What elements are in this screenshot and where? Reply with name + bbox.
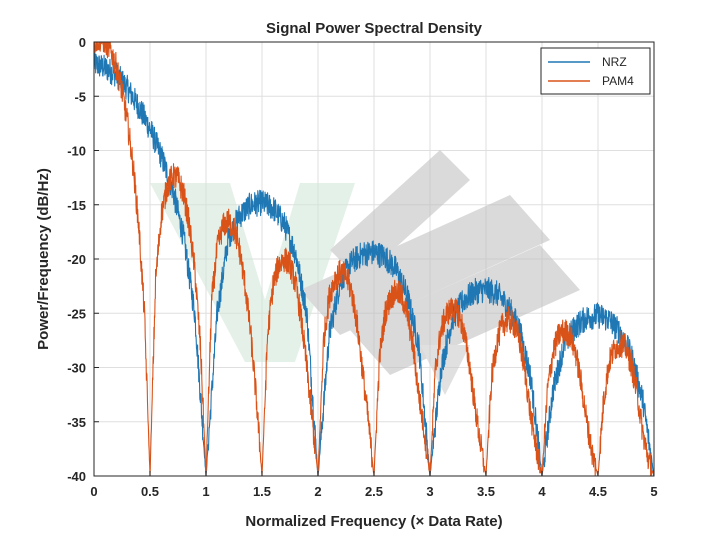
x-tick-label: 0 <box>90 484 97 499</box>
legend-label-nrz: NRZ <box>602 55 627 69</box>
x-tick-label: 3.5 <box>477 484 495 499</box>
y-tick-label: 0 <box>79 35 86 50</box>
legend-label-pam4: PAM4 <box>602 74 634 88</box>
y-tick-label: -15 <box>67 198 86 213</box>
x-axis-label: Normalized Frequency (× Data Rate) <box>245 513 502 530</box>
x-tick-label: 1.5 <box>253 484 271 499</box>
legend-box <box>540 47 651 95</box>
y-tick-label: -5 <box>74 89 86 104</box>
y-tick-labels: 0 -5 -10 -15 -20 -25 -30 -35 -40 <box>67 35 99 484</box>
legend: NRZ PAM4 <box>540 47 651 95</box>
watermark-logo <box>150 150 580 395</box>
series-nrz <box>93 50 655 477</box>
x-tick-label: 4 <box>538 484 546 499</box>
y-tick-label: -20 <box>67 252 86 267</box>
x-tick-label: 5 <box>650 484 657 499</box>
x-tick-label: 2 <box>314 484 321 499</box>
x-tick-label: 2.5 <box>365 484 383 499</box>
chart-title: Signal Power Spectral Density <box>266 20 483 37</box>
x-tick-label: 4.5 <box>589 484 607 499</box>
y-axis-label: Power/Frequency (dB/Hz) <box>35 168 52 350</box>
y-tick-label: -35 <box>67 415 86 430</box>
y-tick-label: -10 <box>67 144 86 159</box>
x-tick-label: 1 <box>202 484 209 499</box>
y-tick-label: -30 <box>67 361 86 376</box>
x-tick-label: 0.5 <box>141 484 159 499</box>
series-line-nrz <box>93 50 655 477</box>
y-tick-label: -40 <box>67 469 86 484</box>
x-tick-label: 3 <box>426 484 433 499</box>
x-tick-labels: 0 0.5 1 1.5 2 2.5 3 3.5 4 4.5 5 <box>90 471 658 499</box>
y-tick-label: -25 <box>67 306 86 321</box>
